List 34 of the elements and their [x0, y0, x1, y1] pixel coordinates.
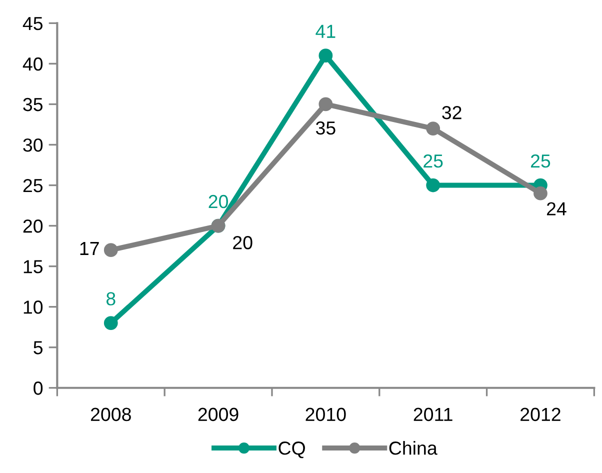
- x-tick-label: 2010: [306, 408, 346, 422]
- point: [426, 122, 440, 136]
- x-tick-label: 2011: [414, 408, 452, 422]
- x-tick-label: 2012: [520, 408, 560, 422]
- x-tick-label: 2008: [90, 408, 131, 422]
- data-label: 32: [442, 106, 462, 120]
- data-label: 41: [316, 24, 336, 38]
- legend-label: China: [389, 441, 438, 455]
- y-tick-label: 45: [22, 17, 43, 30]
- legend-label: CQ: [278, 442, 305, 458]
- point: [534, 186, 548, 200]
- data-label: 8: [106, 292, 116, 306]
- data-label: 20: [208, 194, 228, 208]
- data-label: 17: [80, 242, 99, 255]
- point: [426, 178, 440, 192]
- point: [318, 48, 333, 63]
- data-label: 25: [530, 154, 550, 168]
- point: [318, 97, 333, 112]
- y-tick-label: 15: [24, 260, 43, 274]
- y-tick-label: 5: [34, 341, 43, 354]
- y-tick-label: 30: [23, 138, 43, 152]
- y-tick-label: 35: [23, 98, 43, 112]
- y-tick-label: 25: [23, 178, 43, 192]
- y-tick-label: 40: [22, 57, 43, 71]
- y-tick-label: 0: [34, 382, 43, 395]
- y-tick-label: 20: [23, 219, 43, 233]
- y-tick-label: 10: [24, 300, 43, 314]
- data-label: 35: [316, 121, 336, 135]
- point: [104, 243, 118, 258]
- data-label: 20: [233, 236, 252, 250]
- data-label: 24: [546, 202, 566, 216]
- point: [104, 316, 118, 330]
- x-tick-label: 2009: [198, 408, 238, 422]
- data-label: 25: [424, 154, 443, 168]
